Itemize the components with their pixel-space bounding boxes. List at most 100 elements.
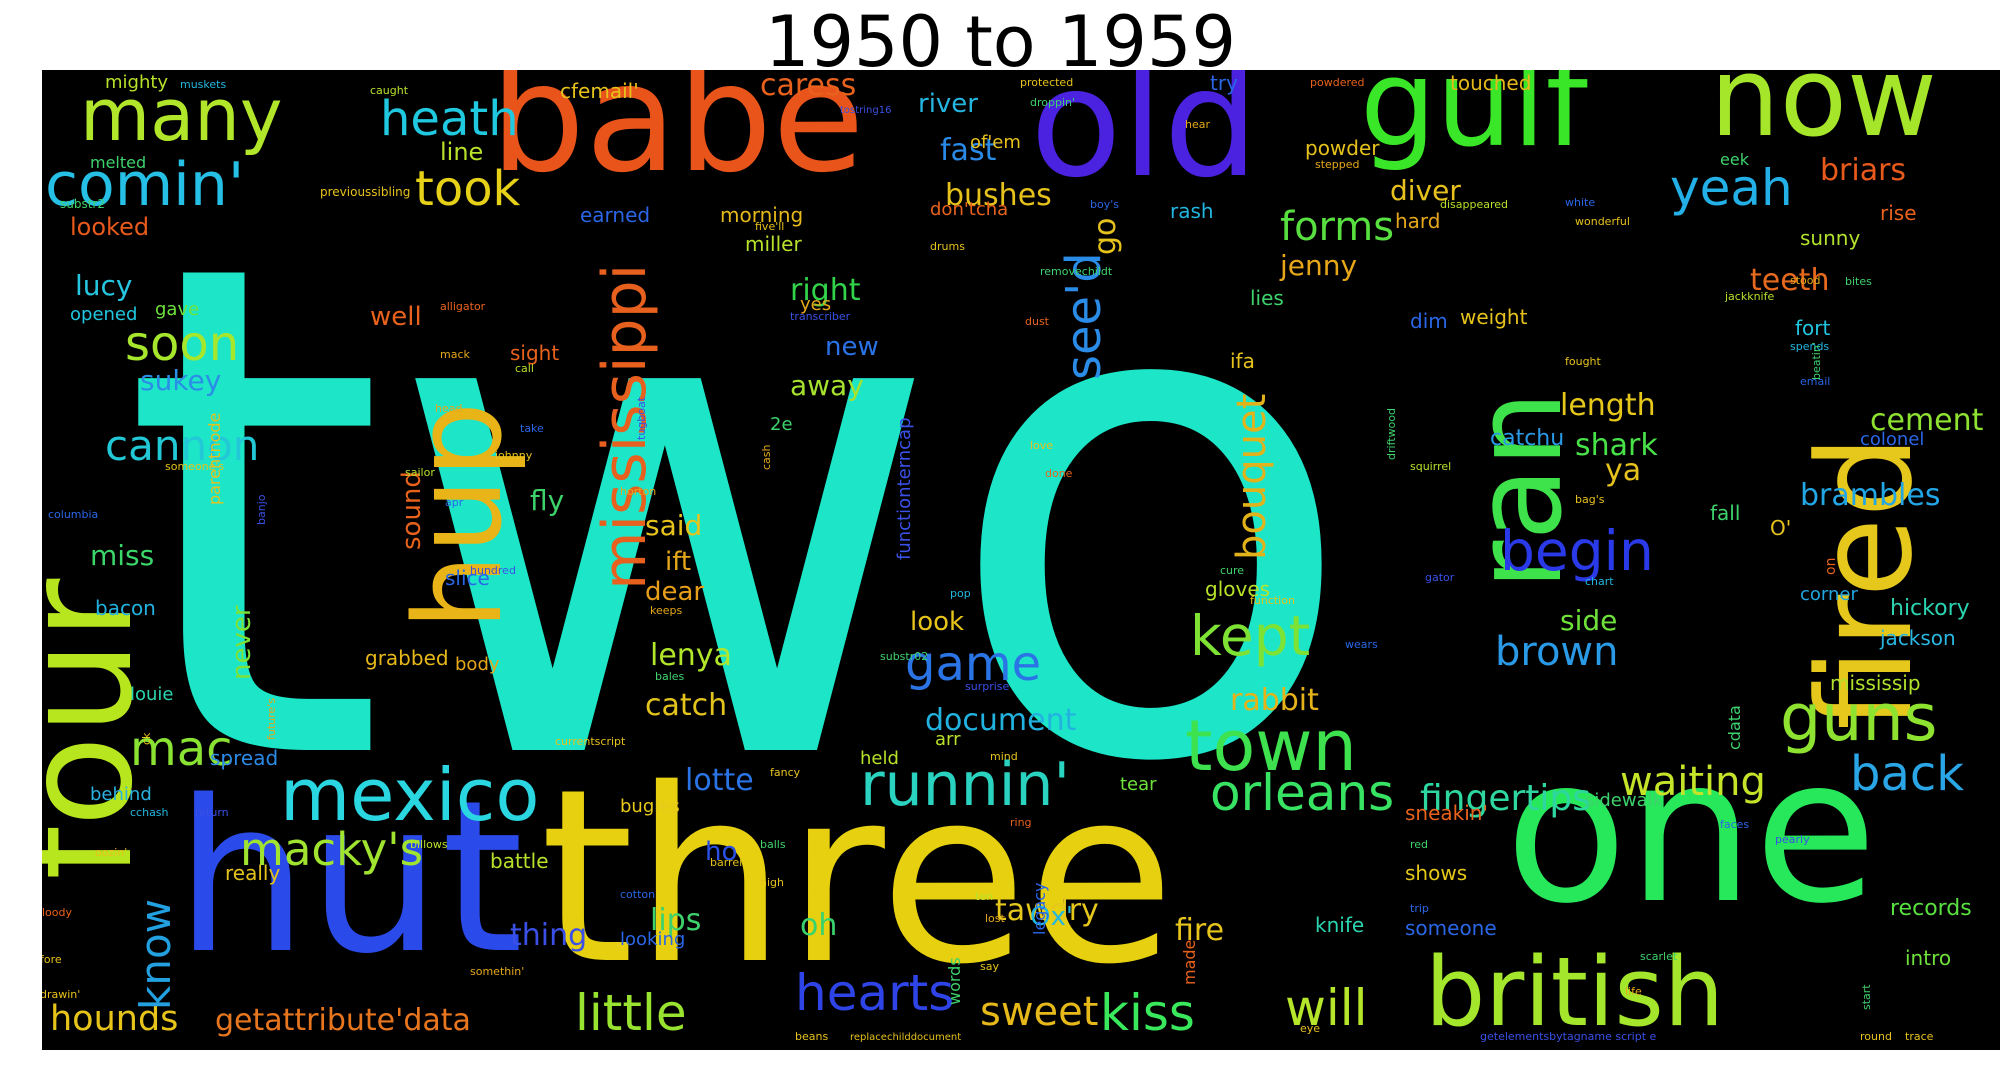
word-sidewalk: sidewalk [1585,790,1664,811]
word-hickory: hickory [1890,596,1970,621]
word-don-tcha: don'tcha [930,199,1008,220]
word-function: function [1250,594,1295,607]
word-try: try [1210,71,1238,95]
word-one: one [1505,715,1877,948]
word-lost: lost [985,912,1006,925]
word-now: now [1710,70,1937,161]
word-squirrel: squirrel [1410,460,1451,473]
word-sweet: sweet [980,989,1098,1035]
word-waiting: waiting [1620,759,1766,805]
word-colonel: colonel [1860,429,1924,450]
word-cdata: cdata [1725,705,1744,750]
word-disappeared: disappeared [1440,198,1508,211]
word-catch: catch [645,688,727,723]
word-guns: guns [1780,681,1938,756]
word-powder: powder [1305,136,1380,160]
word-ift: ift [665,547,691,577]
word-legacy: legacy [1030,882,1049,935]
word-shows: shows [1405,861,1467,885]
word-rise: rise [1880,201,1917,225]
word-jackknife: jackknife [1724,290,1774,303]
word-diver: diver [1390,174,1461,207]
word-trip: trip [1410,902,1429,915]
word-pearly: pearly [1775,833,1810,846]
word-drums: drums [930,240,965,253]
word-lies: lies [1250,286,1284,310]
word-of-em: of'em [970,132,1021,153]
word-muskets: muskets [180,78,226,91]
word-head: head [435,402,462,415]
word-return: return [195,806,229,819]
word-sunny: sunny [1800,226,1860,250]
word-fancy: fancy [770,766,801,779]
word-grabbed: grabbed [365,646,449,670]
word-life: life [1625,985,1642,998]
word-rabbit: rabbit [1230,683,1319,718]
word-powdered: powdered [1310,76,1365,89]
word-well: well [370,302,422,332]
word-old: old [1030,70,1259,211]
word-ck: ck [140,732,153,745]
word-currentscript: currentscript [555,735,626,748]
word-battle: battle [490,849,549,873]
word-fly: fly [530,484,564,517]
word-spread: spread [210,746,278,770]
word-comin: comin' [45,150,244,220]
word-hup: hup [390,402,529,630]
word-protected: protected [1020,76,1073,89]
word-miss: miss [90,539,154,572]
word-behind: behind [90,784,152,805]
word-replacechilddocument: replacechilddocument [850,1032,961,1043]
word-kept: kept [1190,604,1310,668]
word-bales: bales [655,670,685,683]
word-will: will [1285,979,1368,1037]
word-lucy: lucy [75,269,133,302]
word-removechildt: removechildt [1040,265,1113,278]
word-mind: mind [990,750,1018,763]
word-bushes: bushes [945,178,1052,213]
word-droppin: droppin' [1030,96,1075,109]
word-document: document [925,703,1077,738]
word-scarlet: scarlet [1640,950,1678,963]
word-cement: cement [1870,403,1984,438]
word-intro: intro [1905,946,1951,970]
word-dust: dust [1025,315,1050,328]
word-briars: briars [1820,153,1906,188]
word-gator: gator [1425,571,1455,584]
word-lenya: lenya [650,638,732,673]
word-ifa: ifa [1230,349,1255,373]
word-substr02: substr02 [880,650,928,663]
word-ho: ho [705,837,737,867]
word-jenny: jenny [1279,249,1357,282]
word-ya: ya [1605,453,1641,488]
word-mexico: mexico [280,753,539,837]
word-bag-s: bag's [1575,493,1605,506]
word-wonderful: wonderful [1575,215,1630,228]
word-words: words [945,957,964,1005]
word-begin: begin [1500,519,1654,583]
word-game: game [905,636,1041,692]
word-call: call [515,362,534,375]
word-gave: gave [155,299,199,320]
word-hard: hard [1395,209,1441,233]
word-gloves: gloves [1205,577,1270,601]
word-on: on [1823,558,1839,575]
word-someone: someone [1405,916,1497,940]
chart-title: 1950 to 1959 [764,1,1237,83]
word-chart: chart [1585,575,1614,588]
word-ox: Ox' [1030,902,1073,932]
word-stepped: stepped [1315,158,1360,171]
word-mack: mack [440,348,471,361]
word-see-d: see'd [1056,252,1112,380]
word-tostring16: tostring16 [840,105,891,116]
word-surprise: surprise [965,680,1010,693]
word-someone-s: someone's [165,460,224,473]
word-many: many [80,73,283,157]
word-boy-s: boy's [1090,198,1119,211]
word-fought: fought [1565,355,1602,368]
word-go: go [1088,218,1123,255]
word-tugboat: tugboat [635,396,648,440]
word-slice: slice [445,566,490,590]
word-future-s: future's [265,698,278,740]
word-teeth: teeth [1750,263,1829,298]
